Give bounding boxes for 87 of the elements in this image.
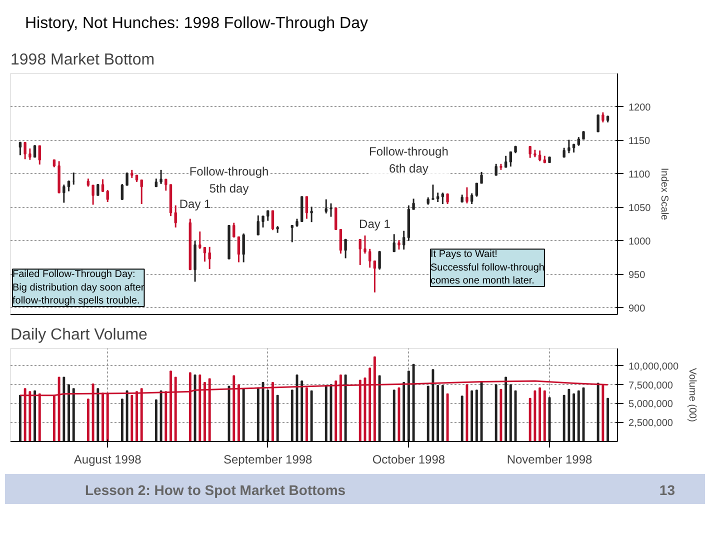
- candlestick: [120, 183, 124, 201]
- candlestick: [412, 198, 415, 210]
- candlestick: [480, 171, 483, 184]
- candlestick: [436, 192, 440, 203]
- y-axis-title: Volume (00): [686, 368, 698, 422]
- y-tick-label: 900: [628, 303, 646, 314]
- annotation: Failed Follow-Through Day: Big distribution day soon after follow-through spells trouble.: [12, 269, 145, 306]
- candlestick: [358, 238, 362, 266]
- candlestick: [364, 234, 366, 254]
- candlestick: [164, 178, 168, 192]
- text: 13: [659, 481, 675, 500]
- candlestick: [509, 151, 512, 168]
- x-tick-label: October 1998: [372, 452, 446, 466]
- candlestick: [106, 189, 109, 203]
- candlestick: [262, 215, 264, 228]
- x-tick-label: August 1998: [74, 452, 142, 466]
- annotation: Day 1: [179, 196, 212, 211]
- annotation: Follow-through 6th day: [369, 144, 448, 176]
- candlestick: [18, 141, 22, 156]
- x-tick-label: September 1998: [224, 452, 313, 466]
- candlestick: [140, 179, 143, 205]
- annotation: Follow-through 5th day: [189, 164, 269, 196]
- candlestick: [432, 184, 434, 200]
- candlestick: [305, 196, 308, 220]
- y-tick-label: 1100: [628, 169, 650, 180]
- candlestick: [398, 239, 400, 250]
- candlestick: [101, 178, 104, 193]
- candlestick: [528, 146, 532, 159]
- candlestick: [271, 210, 274, 231]
- annotation: Day 1: [359, 216, 391, 231]
- candlestick: [242, 232, 245, 264]
- x-tick-label: November 1998: [506, 452, 593, 466]
- candlestick: [602, 112, 604, 124]
- y-tick-label: 10,000,000: [628, 361, 679, 372]
- candlestick: [368, 248, 372, 268]
- candlestick: [344, 238, 347, 260]
- candlestick: [92, 184, 94, 206]
- candlestick: [475, 182, 478, 198]
- text: History, Not Hunches: 1998 Follow-Through Day: [25, 14, 368, 34]
- candlestick: [62, 184, 66, 204]
- candlestick: [160, 169, 162, 185]
- candlestick: [402, 230, 406, 250]
- candlestick: [392, 233, 396, 252]
- y-tick-label: 5,000,000: [628, 399, 674, 410]
- y-tick-label: 7,500,000: [628, 380, 674, 392]
- candlestick: [330, 202, 332, 218]
- text: Lesson 2: How to Spot Market Bottoms: [85, 482, 346, 498]
- candlestick: [504, 155, 508, 168]
- candlestick: [208, 246, 211, 270]
- y-tick-label: 1050: [628, 202, 652, 214]
- candlestick: [174, 204, 177, 228]
- y-tick-label: 1200: [628, 102, 652, 114]
- candlestick: [126, 172, 128, 186]
- y-axis-title: Index Scale: [658, 168, 670, 221]
- candlestick: [470, 192, 474, 205]
- candlestick: [339, 228, 342, 254]
- y-tick-label: 2,500,000: [628, 418, 674, 430]
- candlestick: [373, 260, 376, 294]
- candlestick: [310, 206, 313, 223]
- text: Daily Chart Volume: [10, 326, 148, 344]
- candlestick: [67, 180, 70, 192]
- candlestick: [466, 186, 468, 204]
- y-tick-label: 950: [628, 270, 646, 281]
- y-tick-label: 1150: [628, 136, 650, 147]
- candlestick: [198, 230, 202, 250]
- candlestick: [562, 147, 566, 158]
- candlestick: [232, 222, 236, 238]
- candlestick: [33, 144, 36, 158]
- candlestick: [596, 114, 600, 132]
- annotation: It Pays to Wait! Successful follow-through comes one month later.: [430, 249, 544, 286]
- candlestick: [266, 210, 270, 222]
- candlestick: [28, 148, 32, 161]
- candlestick: [290, 224, 294, 243]
- candlestick: [568, 139, 570, 154]
- candlestick: [441, 192, 444, 205]
- candlestick: [494, 163, 498, 176]
- candlestick: [256, 214, 260, 236]
- candlestick: [538, 150, 542, 162]
- candlestick: [38, 145, 41, 166]
- candlestick: [24, 142, 26, 160]
- candlestick: [237, 236, 240, 264]
- chart-title: 1998 Market Bottom: [10, 52, 155, 68]
- y-tick-label: 1000: [628, 236, 652, 248]
- candlestick: [334, 208, 338, 230]
- candlestick: [324, 198, 328, 214]
- candlestick: [378, 250, 381, 270]
- candlestick: [203, 246, 206, 262]
